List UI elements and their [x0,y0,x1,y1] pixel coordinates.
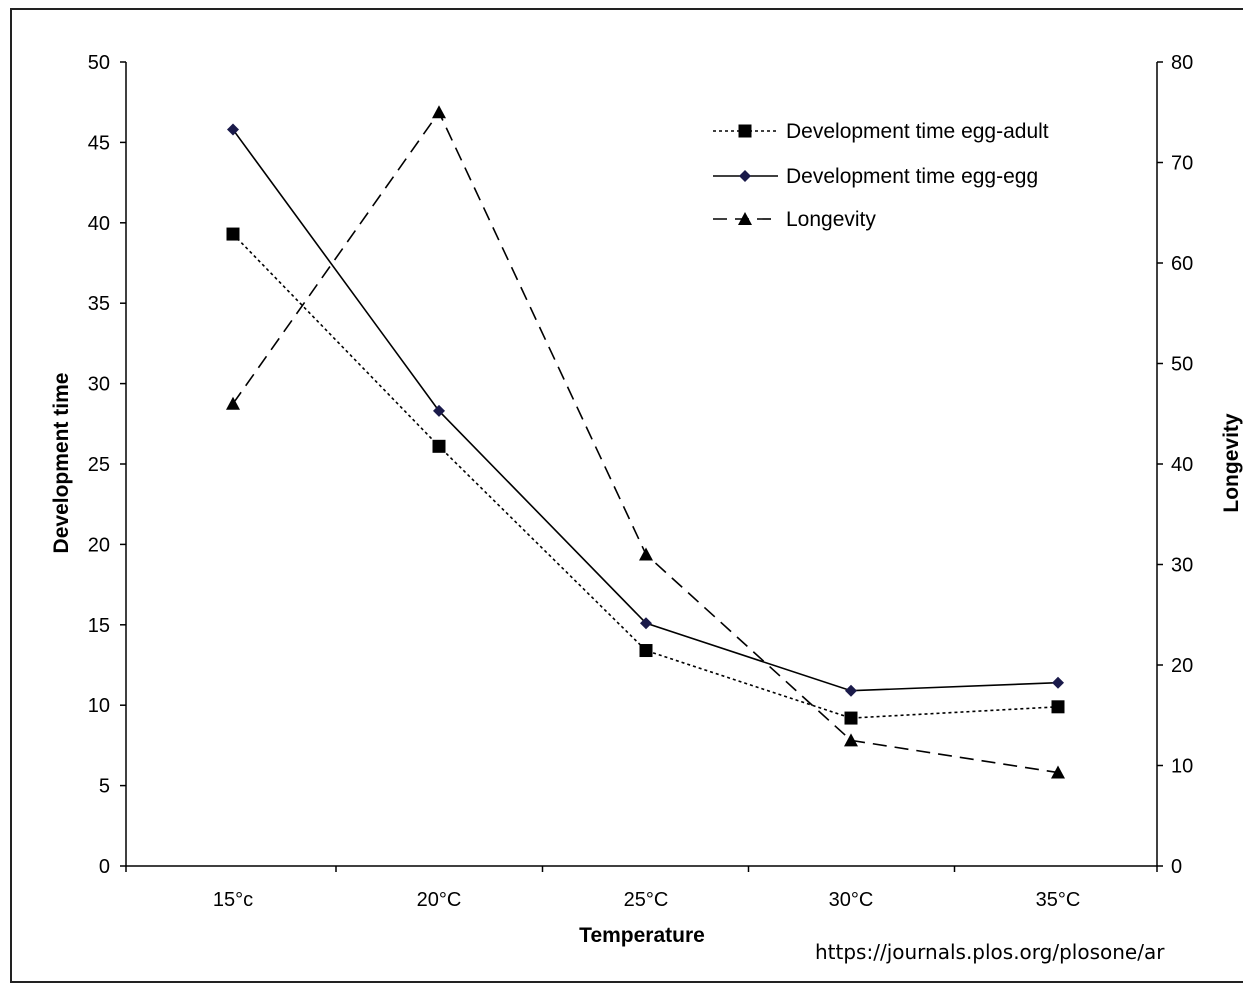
y2-tick-label: 10 [1171,756,1193,778]
y-axis-title: Development time [50,373,73,554]
series-line-diamond [232,129,1059,692]
y2-tick-label: 60 [1171,253,1193,275]
y2-tick-label: 50 [1171,354,1193,376]
y-tick-label: 5 [99,776,110,798]
data-point-square [432,439,446,453]
y-tick-label: 15 [88,615,110,637]
y2-axis-title: Longevity [1220,413,1243,512]
x-axis-title: Temperature [579,924,705,947]
data-point-square [1051,700,1065,714]
y2-tick-label: 40 [1171,454,1193,476]
data-point-triangle [432,105,446,119]
x-tick-label: 25°C [624,889,669,911]
legend-label: Longevity [786,208,876,231]
y-tick-label: 20 [88,534,110,556]
legend-label: Development time egg-adult [786,120,1049,143]
data-point-square [844,711,858,725]
data-point-triangle [844,733,858,747]
y-tick-label: 30 [88,374,110,396]
data-point-diamond [433,404,445,417]
series-line-triangle [232,110,1059,774]
data-point-diamond [640,617,652,630]
data-point-diamond [1052,676,1064,689]
axes: 0 5 10 15 20 25 30 35 40 45 50 0 10 20 30 40 50 60 70 80 15°… [88,52,1194,911]
data-point-diamond [227,123,239,136]
series-line-square [232,233,1059,719]
x-tick-label: 20°C [417,889,462,911]
y2-tick-label: 30 [1171,555,1193,577]
y-tick-label: 45 [88,132,110,154]
x-tick-label: 35°C [1036,889,1081,911]
y-tick-label: 40 [88,213,110,235]
legend-marker [738,212,752,225]
source-url-text: https://journals.plos.org/plosone/ar [815,940,1165,964]
series-markers [226,105,1065,779]
x-tick-label: 30°C [829,889,874,911]
y-tick-label: 10 [88,695,110,717]
chart-frame [10,8,1243,983]
data-point-triangle [1051,765,1065,779]
data-point-square [639,644,653,658]
legend-marker [739,170,751,182]
legend: Development time egg-adult Development ti… [713,120,1049,231]
legend-label: Development time egg-egg [786,165,1038,188]
y2-tick-label: 0 [1171,856,1182,878]
data-point-triangle [639,547,653,561]
y-tick-label: 35 [88,293,110,315]
y2-tick-label: 80 [1171,52,1193,74]
data-point-triangle [226,396,240,410]
y2-tick-label: 20 [1171,655,1193,677]
y2-tick-label: 70 [1171,153,1193,175]
data-point-diamond [845,684,857,697]
series-lines [232,110,1059,774]
data-point-square [226,227,240,241]
legend-marker [738,124,752,138]
x-tick-label: 15°c [213,889,253,911]
y-tick-label: 25 [88,454,110,476]
y-tick-label: 50 [88,52,110,74]
y-tick-label: 0 [99,856,110,878]
